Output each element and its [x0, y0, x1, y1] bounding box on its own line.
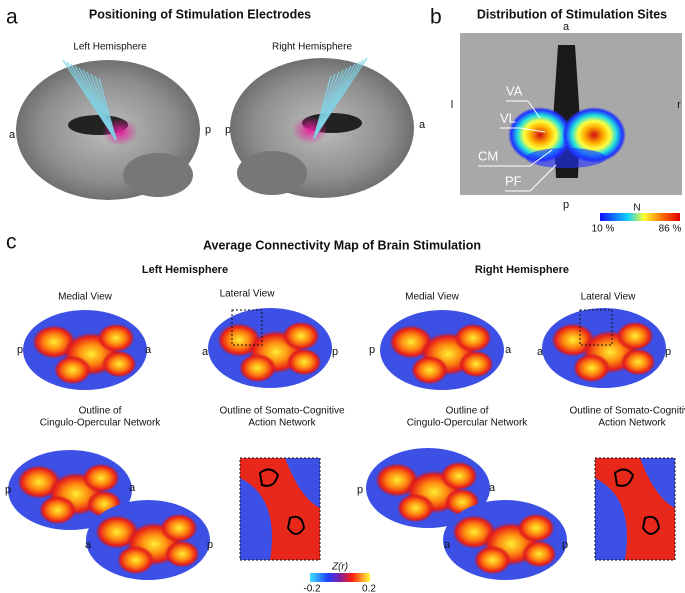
cerebellum: [123, 153, 193, 197]
cortex-blob: [286, 348, 322, 376]
cortex-blob: [440, 461, 478, 491]
orientation-label: p: [5, 484, 11, 496]
orientation-label: a: [505, 344, 512, 356]
colorbar: [600, 213, 680, 221]
orientation-label: p: [562, 539, 568, 551]
hemisphere-label: Right Hemisphere: [272, 42, 352, 53]
colorbar-title: N: [633, 203, 640, 214]
panel-label: c: [6, 231, 17, 254]
orientation-label: p: [357, 484, 363, 496]
zoom-pattern: [595, 478, 627, 560]
outline-label: Cingulo-Opercular Network: [40, 418, 162, 429]
cortex-blob: [454, 323, 492, 353]
electrode: [98, 77, 117, 141]
cortex-blob: [101, 350, 137, 378]
orientation-label: a: [563, 21, 570, 33]
orientation-label: p: [225, 124, 231, 136]
orientation-label: a: [202, 346, 209, 358]
cortex-blob: [54, 355, 92, 385]
cortex-blob: [160, 513, 198, 543]
zoom-pattern: [285, 458, 320, 508]
electrode: [313, 75, 332, 139]
panel-title: Distribution of Stimulation Sites: [477, 7, 667, 21]
cortex-blob: [282, 321, 320, 351]
colorbar-label: 86 %: [659, 224, 682, 235]
cortex-blob: [97, 323, 135, 353]
zoom-pattern: [640, 458, 675, 508]
view-label: Medial View: [405, 292, 460, 303]
view-label: Medial View: [58, 292, 113, 303]
zoom-box: [579, 309, 613, 346]
zoom-frame: [239, 457, 321, 561]
zoom-frame: [594, 457, 676, 561]
orientation-label: p: [563, 199, 569, 211]
colorbar: [310, 573, 370, 582]
orientation-label: p: [205, 124, 211, 136]
orientation-label: l: [451, 99, 453, 111]
panel-title: Average Connectivity Map of Brain Stimul…: [203, 238, 481, 252]
orientation-label: r: [677, 99, 681, 111]
cortex-blob: [397, 493, 435, 523]
orientation-label: a: [145, 344, 152, 356]
network-outline: [258, 468, 306, 535]
panel-label: a: [6, 6, 18, 29]
orientation-label: a: [419, 119, 426, 131]
heat-blob: [526, 148, 606, 168]
outline-label: Action Network: [248, 418, 316, 429]
outline-label: Outline of: [446, 406, 489, 417]
cortex-blob: [616, 321, 654, 351]
view-label: Lateral View: [581, 292, 637, 303]
colorbar-title: Z(r): [331, 562, 348, 573]
orientation-label: p: [207, 539, 213, 551]
colorbar-label: 10 %: [592, 224, 615, 235]
orientation-label: p: [332, 346, 338, 358]
outline-label: Action Network: [598, 418, 666, 429]
orientation-label: a: [444, 539, 451, 551]
outline-label: Outline of Somato-Cognitive: [219, 406, 345, 417]
panel-label: b: [430, 6, 442, 29]
nucleus-label: PF: [505, 173, 522, 188]
orientation-label: a: [9, 129, 16, 141]
orientation-label: p: [665, 346, 671, 358]
outline-label: Outline of Somato-Cognitive: [569, 406, 685, 417]
hemisphere-label: Left Hemisphere: [73, 42, 147, 53]
zoom-pattern: [240, 478, 272, 560]
view-label: Lateral View: [220, 289, 276, 300]
cerebellum: [237, 151, 307, 195]
cortex-blob: [474, 545, 512, 575]
orientation-label: a: [129, 482, 136, 494]
hemisphere-label: Right Hemisphere: [475, 264, 569, 276]
zoom-box: [231, 309, 263, 346]
cortex-blob: [39, 495, 77, 525]
nucleus-label: VL: [500, 110, 516, 125]
colorbar-label: -0.2: [303, 584, 321, 593]
orientation-label: a: [85, 539, 92, 551]
cortex-blob: [458, 350, 494, 378]
nucleus-label: VA: [506, 83, 523, 98]
cortex-blob: [164, 540, 200, 568]
orientation-label: p: [369, 344, 375, 356]
panel-title: Positioning of Stimulation Electrodes: [89, 7, 311, 21]
network-outline: [613, 468, 661, 535]
orientation-label: a: [489, 482, 496, 494]
cortex-blob: [411, 355, 449, 385]
cortex-blob: [239, 353, 277, 383]
cortex-blob: [521, 540, 557, 568]
leader-lines: [478, 100, 557, 192]
nucleus-label: CM: [478, 148, 498, 163]
cortex-blob: [573, 353, 611, 383]
cortex-blob: [117, 545, 155, 575]
hemisphere-label: Left Hemisphere: [142, 264, 228, 276]
colorbar-label: 0.2: [362, 584, 376, 593]
outline-label: Cingulo-Opercular Network: [407, 418, 529, 429]
outline-label: Outline of: [79, 406, 122, 417]
cortex-blob: [517, 513, 555, 543]
orientation-label: a: [537, 346, 544, 358]
cortex-blob: [82, 463, 120, 493]
cortex-blob: [620, 348, 656, 376]
orientation-label: p: [17, 344, 23, 356]
